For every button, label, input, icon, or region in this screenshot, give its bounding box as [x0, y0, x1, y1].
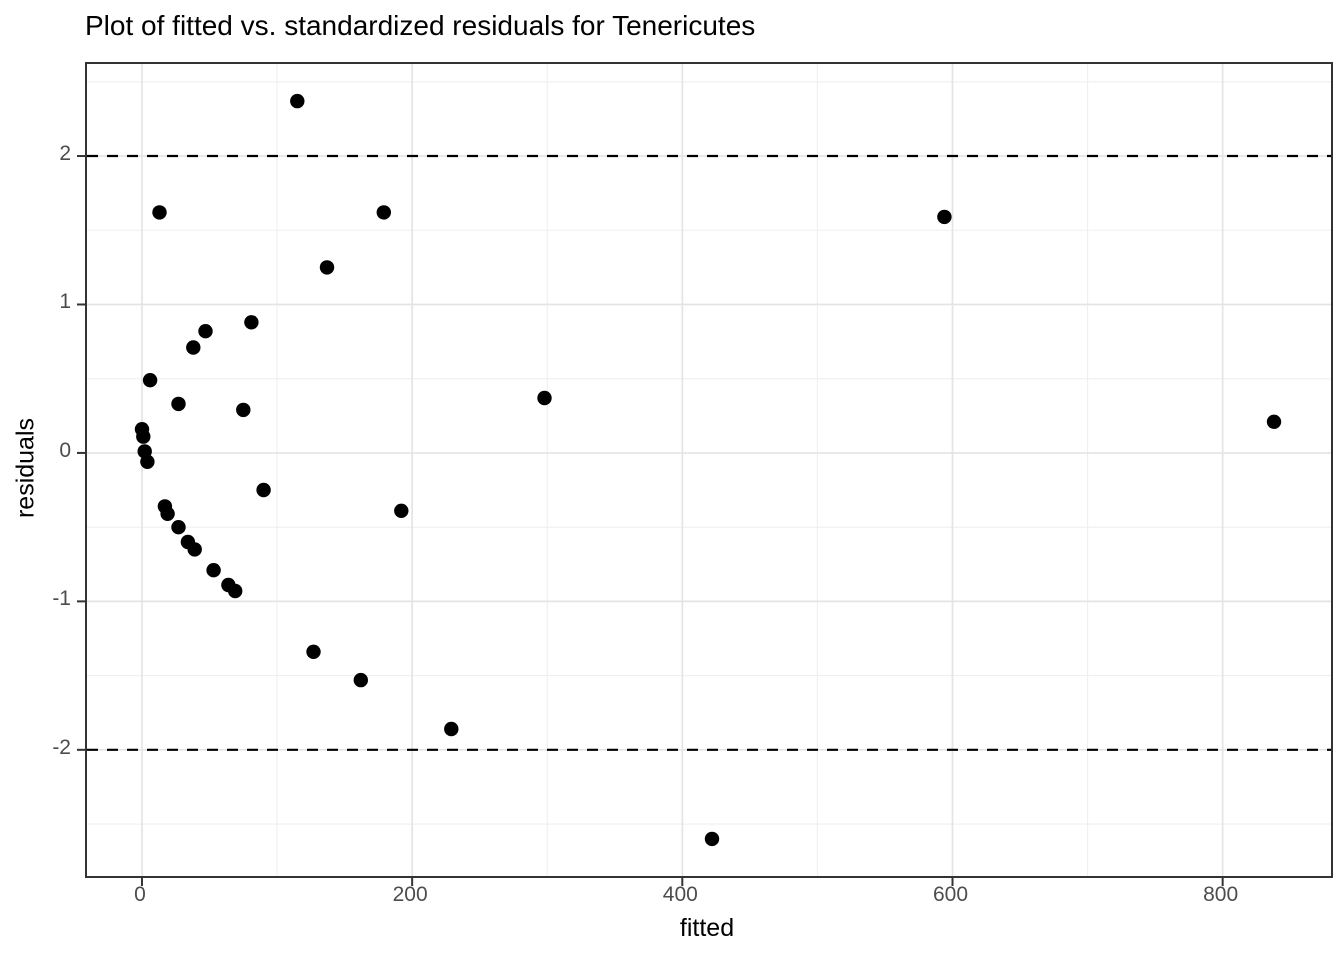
- y-axis-tick-label: -2: [52, 735, 71, 759]
- y-axis-tick-label: 1: [59, 290, 71, 314]
- data-point: [537, 390, 552, 406]
- data-point: [228, 583, 243, 599]
- data-point: [444, 721, 459, 737]
- data-point: [171, 520, 186, 535]
- data-point: [353, 672, 368, 688]
- plot-canvas: [77, 64, 1331, 886]
- x-axis-tick-label: 400: [662, 883, 698, 906]
- data-point: [244, 315, 259, 330]
- data-point: [1266, 414, 1282, 429]
- y-axis-title: residuals: [11, 417, 40, 519]
- plot-panel: [77, 62, 1333, 886]
- data-point: [394, 503, 409, 518]
- y-axis-tick-label: -1: [52, 587, 71, 611]
- data-point: [152, 205, 167, 220]
- y-axis-tick-label: 2: [59, 142, 71, 166]
- data-point: [319, 260, 335, 275]
- data-point: [198, 324, 213, 339]
- data-point: [142, 373, 158, 388]
- data-point: [140, 454, 155, 469]
- data-point: [136, 429, 151, 444]
- data-point: [704, 831, 720, 847]
- data-point: [187, 542, 202, 557]
- x-axis-tick-label: 0: [134, 883, 146, 906]
- data-point: [160, 506, 175, 521]
- x-axis-tick-label: 200: [392, 883, 428, 906]
- y-axis-tick-label: 0: [59, 438, 71, 462]
- data-point: [206, 563, 221, 578]
- x-axis-tick-label: 600: [932, 883, 969, 906]
- data-point: [937, 209, 952, 225]
- data-point: [376, 205, 391, 220]
- data-point: [186, 340, 201, 355]
- x-axis-title: fitted: [679, 914, 735, 942]
- x-axis-tick-label: 800: [1203, 883, 1239, 906]
- chart-title: Plot of fitted vs. standardized residual…: [85, 10, 756, 41]
- data-point: [290, 93, 305, 109]
- data-point: [256, 482, 271, 498]
- data-point: [171, 396, 186, 412]
- data-point: [236, 402, 251, 418]
- data-point: [306, 644, 321, 659]
